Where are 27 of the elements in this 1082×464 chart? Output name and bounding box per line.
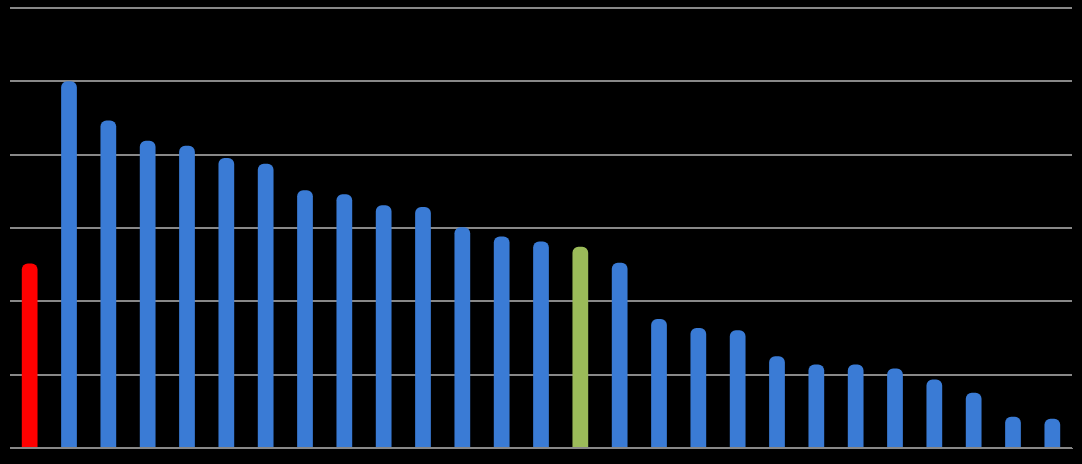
bar — [179, 145, 195, 447]
bar — [21, 263, 38, 447]
bar — [297, 190, 313, 447]
bar — [690, 328, 707, 447]
bar — [808, 364, 825, 447]
bar — [257, 163, 274, 447]
bar — [218, 157, 235, 447]
bar — [729, 330, 746, 447]
bar — [415, 207, 431, 447]
bar — [375, 205, 392, 447]
bar — [61, 81, 77, 447]
bar — [965, 392, 982, 447]
bar — [887, 368, 903, 447]
bar — [572, 246, 589, 447]
bar — [100, 120, 117, 447]
bar — [769, 356, 785, 447]
bar — [611, 262, 628, 447]
bar — [139, 140, 156, 447]
bar — [926, 379, 943, 447]
bar — [847, 364, 864, 447]
bar — [336, 194, 353, 447]
bar — [1005, 416, 1021, 447]
bar — [533, 241, 549, 447]
bar — [651, 318, 667, 447]
bar — [493, 236, 510, 447]
bar — [1044, 418, 1061, 447]
bar — [454, 227, 471, 447]
